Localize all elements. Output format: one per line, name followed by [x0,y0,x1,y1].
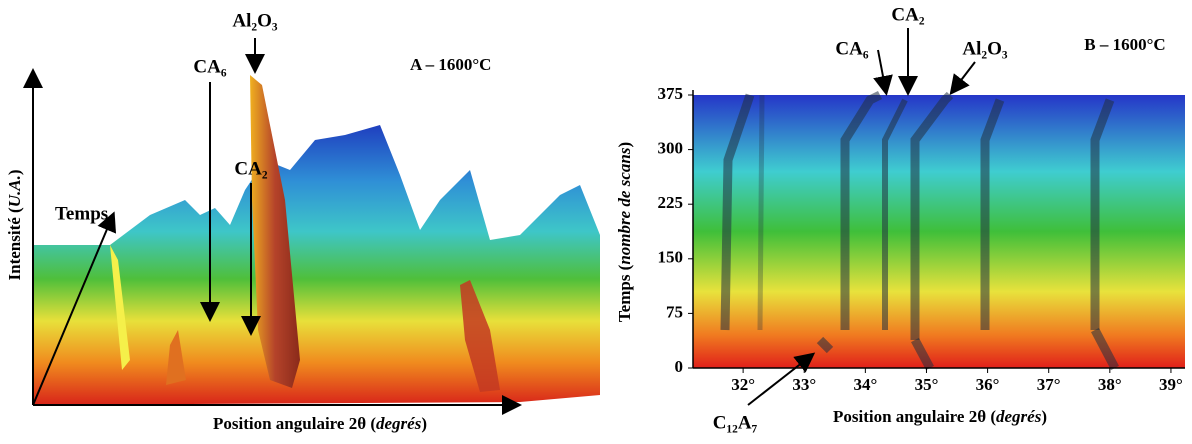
label-part: ) [615,142,634,148]
surface-a [33,75,600,405]
annotation: C₁₂A₇ [713,412,758,433]
y-tick-label: 225 [658,193,684,212]
x-tick-label: 38° [1098,375,1122,394]
label-part: Temps ( [615,264,634,322]
label-part: degrés [996,407,1042,426]
chart-title: B – 1600°C [1084,35,1165,54]
heatmap [693,95,1185,368]
label-part: ) [1041,407,1047,426]
x-axis-label: Position angulaire 2θ (degrés) [213,414,427,433]
label-part: degrés [376,414,422,433]
ticks: 32° 33° 34° 35° 36° 37° 38° 39° 0 75 150 225 300 375 [658,84,1183,394]
time-axis [32,211,117,406]
label-part: ) [421,414,427,433]
arrow [873,49,893,96]
y-axis-label: Intensité (U.A.) [5,170,24,281]
x-tick-label: 34° [853,375,877,394]
annotation: CA₆ [835,38,868,59]
x-tick-label: 33° [792,375,816,394]
label-part: nombre de scans [615,147,634,265]
annotation: Al₂O₃ [232,10,277,31]
x-tick-label: 37° [1037,375,1061,394]
y-axis-label: Temps (nombre de scans) [615,142,634,322]
annotation: CA₂ [234,158,267,179]
y-tick-label: 150 [658,248,684,267]
x-tick-label: 39° [1159,375,1183,394]
arrow [747,352,816,406]
chart-title: A – 1600°C [410,55,491,74]
x-tick-label: 36° [976,375,1000,394]
arrow [949,61,976,96]
x-axis-label: Position angulaire 2θ (degrés) [833,407,1047,426]
x-tick-label: 32° [731,375,755,394]
label-part: Intensité ( [5,207,24,281]
y-tick-label: 75 [666,302,683,321]
peak-traces [720,90,1119,371]
y-tick-label: 300 [658,139,684,158]
label-part: U.A. [5,175,24,207]
y-tick-label: 375 [658,84,684,103]
label-part: Position angulaire 2θ ( [213,414,376,433]
label-part: Position angulaire 2θ ( [833,407,996,426]
annotation: Temps [55,203,108,224]
annotation: Al₂O₃ [962,38,1007,59]
annotation: CA₆ [193,56,226,77]
annotation: CA₂ [891,4,924,25]
x-tick-label: 35° [915,375,939,394]
label-part: ) [5,170,24,176]
y-tick-label: 0 [675,357,684,376]
